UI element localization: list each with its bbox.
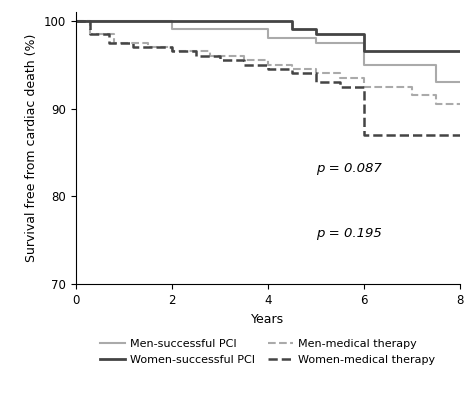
X-axis label: Years: Years [251,313,284,326]
Legend: Men-successful PCI, Women-successful PCI, Men-medical therapy, Women-medical the: Men-successful PCI, Women-successful PCI… [100,339,436,365]
Y-axis label: Survival free from cardiac death (%): Survival free from cardiac death (%) [25,34,38,262]
Text: p = 0.195: p = 0.195 [316,228,382,241]
Text: p = 0.087: p = 0.087 [316,162,382,175]
